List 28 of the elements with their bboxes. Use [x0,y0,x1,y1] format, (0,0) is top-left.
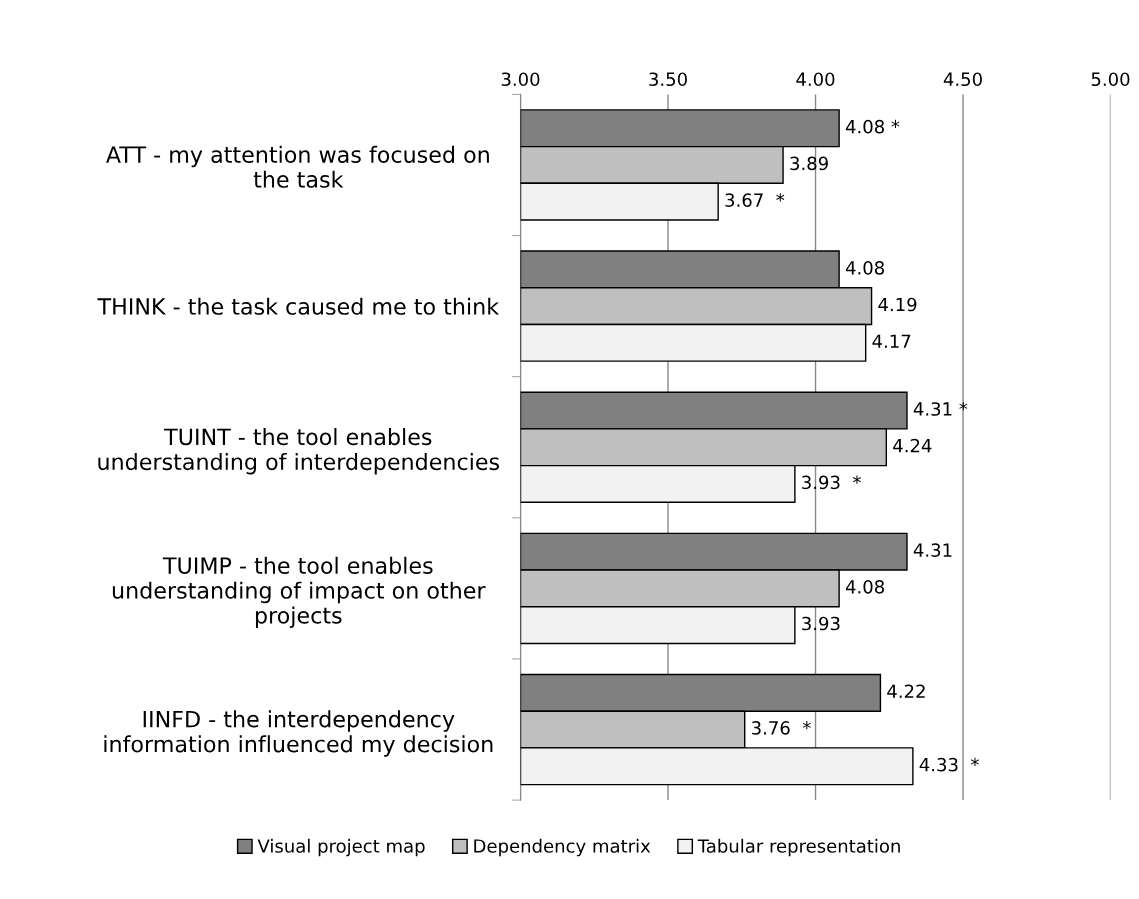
data-label: 4.33 * [919,757,979,772]
y-tick-label: TUINT - the tool enables understanding of interdependencies [98,428,500,475]
data-label: 4.08 [845,579,884,594]
data-label: 3.93 * [802,475,861,490]
data-label: 3.67 * [725,193,785,207]
y-tick-label: IINFD - the interdependency information influenced my decision [104,710,493,757]
x-tick-label: 5.00 [1091,72,1130,87]
data-label: 4.19 [878,297,917,312]
data-label: 4.22 [887,684,925,698]
legend-label: Tabular representation [697,838,900,857]
x-tick-label: 3.00 [501,72,540,87]
data-label: 4.08 * [845,119,900,134]
data-label: 4.08 [845,260,884,275]
data-label: 3.89 [790,156,828,171]
y-tick-label: TUIMP - the tool enables understanding of impact on other projects [112,556,486,629]
data-label: 4.17 [872,334,911,348]
data-label: 4.31 * [913,402,968,416]
y-tick-label: ATT - my attention was focused on the task [106,145,489,188]
x-tick-label: 4.50 [943,72,982,87]
x-tick-label: 4.00 [796,72,835,87]
data-label: 3.76 * [752,721,811,735]
y-tick-label: THINK - the task caused me to think [97,297,500,315]
data-label: 4.24 [893,438,932,453]
data-label: 4.31 [913,543,952,557]
data-label: 3.93 [802,616,840,631]
legend-label: Dependency matrix [474,838,651,857]
x-tick-label: 3.50 [649,72,687,87]
legend-label: Visual project map [257,838,425,857]
